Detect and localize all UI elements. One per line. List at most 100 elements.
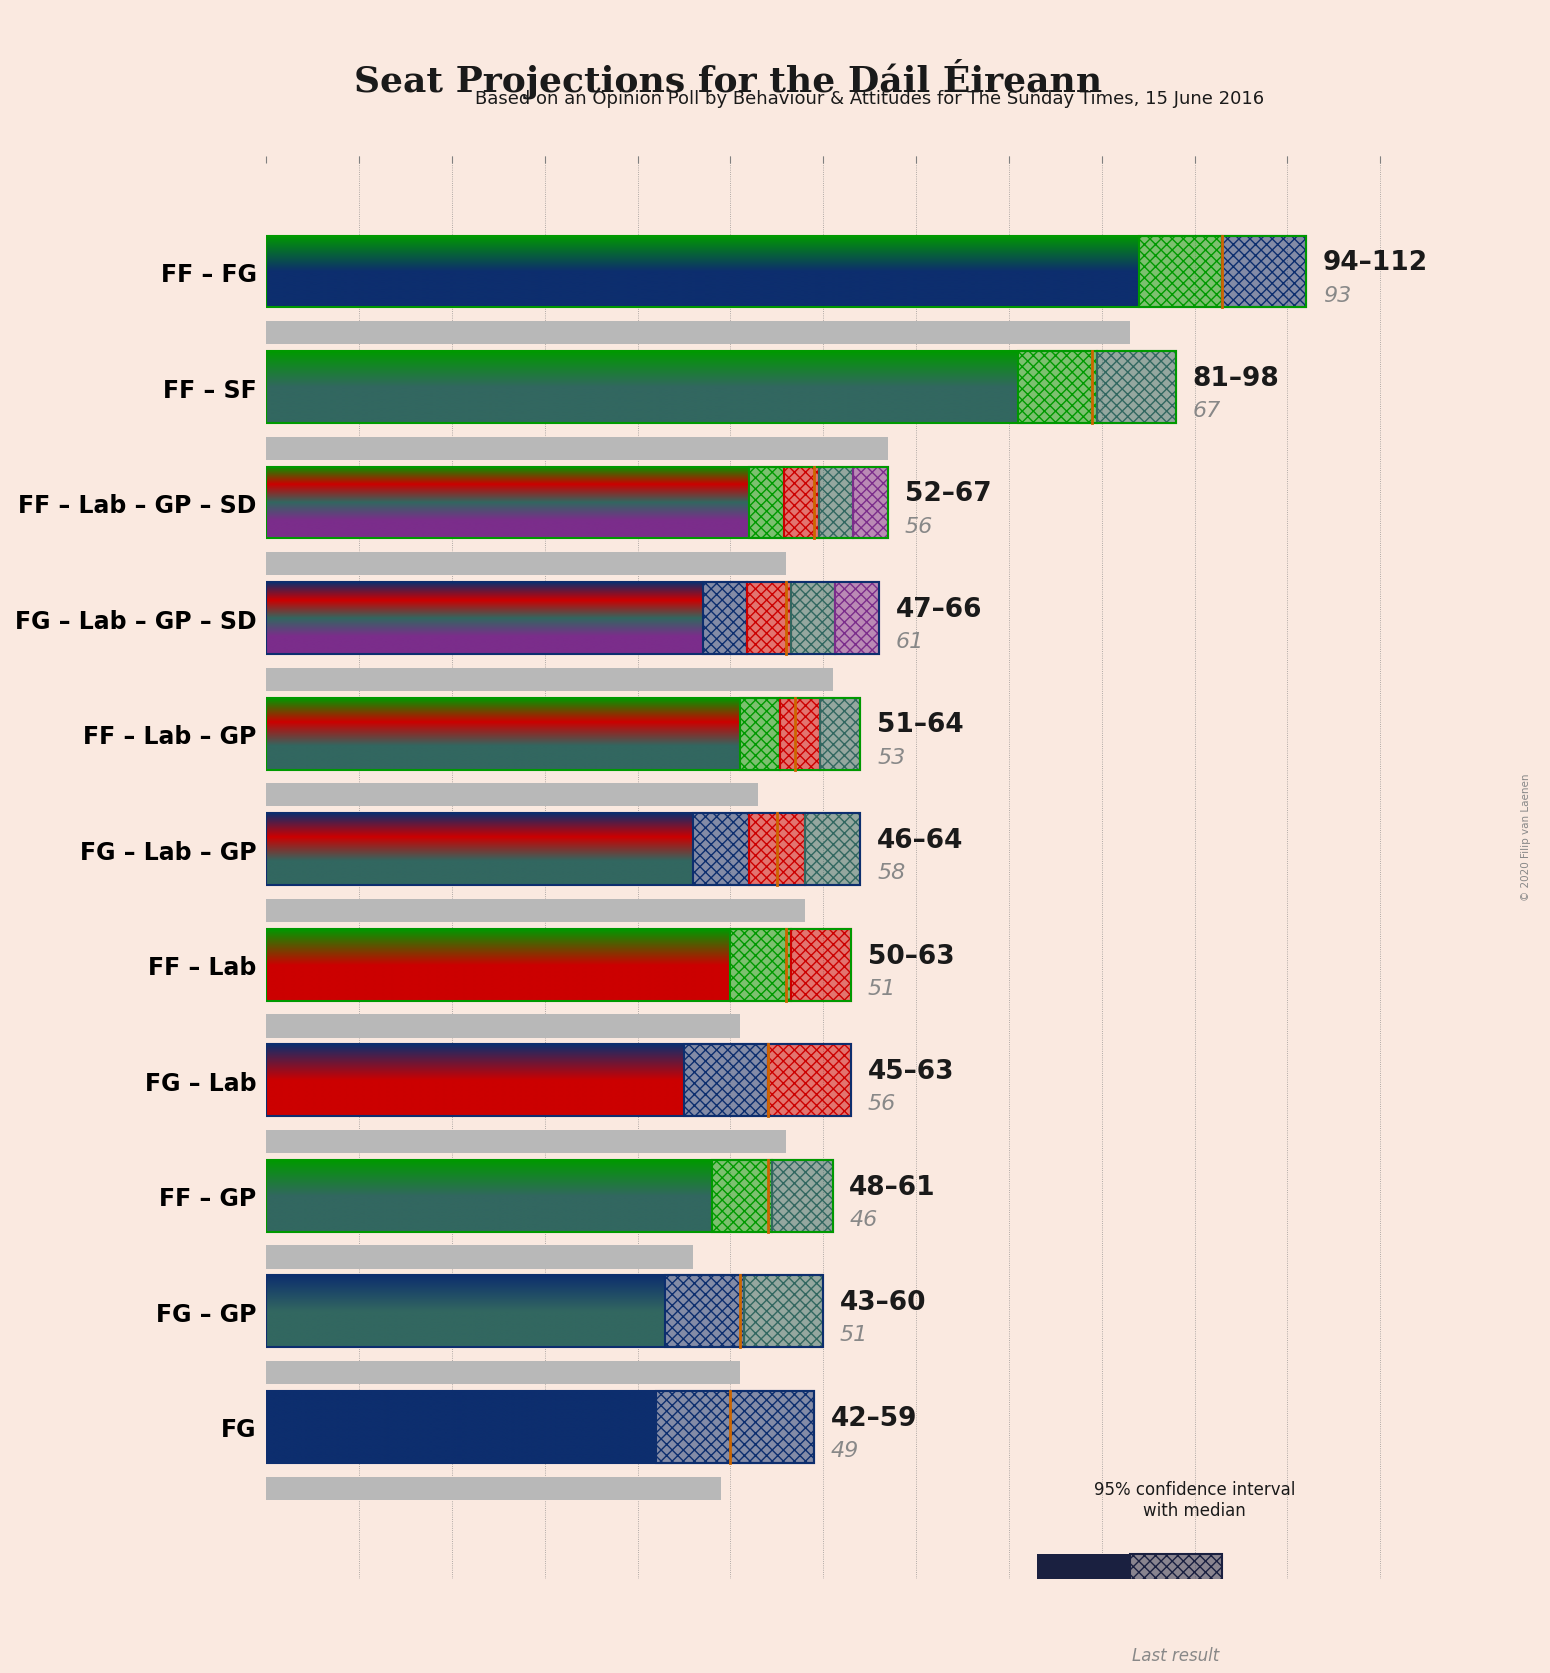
Bar — [784, 467, 818, 539]
Bar — [702, 582, 747, 654]
Bar — [665, 1276, 744, 1347]
Bar — [739, 699, 780, 770]
Bar — [804, 815, 860, 885]
Text: 53: 53 — [877, 748, 905, 768]
Text: 46–64: 46–64 — [877, 828, 964, 853]
Bar — [267, 438, 888, 460]
Bar — [744, 1276, 823, 1347]
Bar — [1139, 236, 1223, 308]
Bar — [656, 1392, 814, 1462]
Bar — [267, 699, 860, 770]
Bar — [820, 699, 860, 770]
Bar — [711, 1161, 772, 1231]
Text: 49: 49 — [831, 1440, 859, 1461]
Bar — [267, 1477, 721, 1499]
Bar — [702, 582, 747, 654]
Bar — [267, 323, 1130, 345]
Bar — [1037, 1554, 1130, 1618]
Bar — [267, 1161, 832, 1231]
Bar — [1139, 236, 1223, 308]
Text: 48–61: 48–61 — [849, 1174, 936, 1200]
Bar — [684, 1046, 767, 1116]
Text: 56: 56 — [905, 517, 933, 537]
Bar — [1130, 1554, 1223, 1618]
Bar — [780, 699, 820, 770]
Bar — [1097, 351, 1176, 423]
Bar — [1223, 236, 1307, 308]
Bar — [747, 582, 791, 654]
Bar — [267, 1392, 814, 1462]
Bar — [1097, 351, 1176, 423]
Bar — [1018, 351, 1097, 423]
Bar — [267, 582, 879, 654]
Bar — [818, 467, 854, 539]
Bar — [1018, 351, 1097, 423]
Text: 94–112: 94–112 — [1322, 251, 1428, 276]
Bar — [267, 1016, 739, 1037]
Bar — [772, 1161, 832, 1231]
Bar — [739, 699, 780, 770]
Title: Based on an Opinion Poll by Behaviour & Attitudes for The Sunday Times, 15 June : Based on an Opinion Poll by Behaviour & … — [476, 90, 1265, 109]
Bar — [730, 930, 790, 1000]
Text: 43–60: 43–60 — [840, 1290, 927, 1315]
Bar — [1223, 236, 1307, 308]
Bar — [749, 815, 804, 885]
Bar — [767, 1046, 851, 1116]
Bar — [767, 1046, 851, 1116]
Bar — [665, 1276, 744, 1347]
Bar — [749, 467, 784, 539]
Bar — [267, 785, 758, 806]
Bar — [854, 467, 888, 539]
Bar — [747, 582, 791, 654]
Bar — [267, 1246, 693, 1268]
Bar — [267, 930, 851, 1000]
Bar — [267, 669, 832, 691]
Bar — [730, 930, 790, 1000]
Text: 93: 93 — [1322, 286, 1352, 306]
Text: 95% confidence interval
with median: 95% confidence interval with median — [1094, 1481, 1296, 1519]
Bar — [267, 1046, 851, 1116]
Bar — [711, 1161, 772, 1231]
Text: 50–63: 50–63 — [868, 944, 955, 969]
Bar — [780, 699, 820, 770]
Text: 61: 61 — [896, 632, 924, 652]
Bar — [854, 467, 888, 539]
Bar — [790, 582, 835, 654]
Bar — [684, 1046, 767, 1116]
Bar — [656, 1392, 814, 1462]
Bar — [267, 554, 786, 576]
Bar — [267, 1362, 739, 1384]
Bar — [267, 467, 888, 539]
Text: 81–98: 81–98 — [1192, 366, 1279, 391]
Bar — [790, 582, 835, 654]
Bar — [267, 351, 1176, 423]
Text: 56: 56 — [868, 1094, 896, 1114]
Bar — [784, 467, 818, 539]
Text: 58: 58 — [877, 863, 905, 883]
Text: 51: 51 — [868, 979, 896, 999]
Bar — [267, 900, 804, 922]
Bar — [749, 467, 784, 539]
Text: 47–66: 47–66 — [896, 597, 983, 622]
Bar — [835, 582, 879, 654]
Bar — [820, 699, 860, 770]
Bar — [267, 1131, 786, 1153]
Text: 67: 67 — [1192, 402, 1221, 422]
Text: 46: 46 — [849, 1210, 877, 1230]
Bar — [749, 815, 804, 885]
Text: 42–59: 42–59 — [831, 1405, 918, 1430]
Text: 51: 51 — [840, 1325, 868, 1345]
Text: 45–63: 45–63 — [868, 1059, 955, 1084]
Bar — [790, 930, 851, 1000]
Bar — [804, 815, 860, 885]
Bar — [790, 930, 851, 1000]
Bar — [267, 236, 1307, 308]
Bar — [267, 1276, 823, 1347]
Bar — [693, 815, 749, 885]
Bar — [772, 1161, 832, 1231]
Text: 52–67: 52–67 — [905, 482, 992, 507]
Bar — [835, 582, 879, 654]
Bar — [818, 467, 854, 539]
Bar — [1130, 1554, 1223, 1618]
Bar — [744, 1276, 823, 1347]
